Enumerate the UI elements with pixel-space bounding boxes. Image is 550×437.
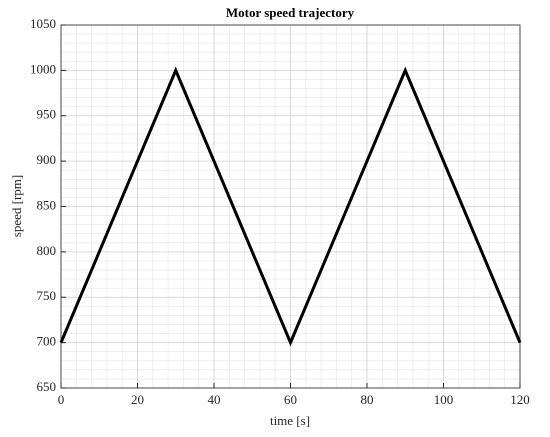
- x-tick-label: 60: [284, 392, 297, 407]
- x-tick-label: 20: [131, 392, 144, 407]
- y-tick-label: 650: [37, 379, 57, 394]
- y-tick-label: 750: [37, 288, 57, 303]
- y-tick-label: 850: [37, 197, 57, 212]
- x-tick-label: 120: [510, 392, 530, 407]
- line: [59, 66, 522, 347]
- plot-frame: [60, 24, 521, 389]
- x-axis-label: time [s]: [270, 413, 310, 428]
- y-tick-label: 950: [37, 107, 57, 122]
- y-tick-label: 1050: [30, 16, 56, 31]
- x-tick-label: 0: [58, 392, 65, 407]
- y-axis-label: speed [rpm]: [9, 175, 24, 237]
- x-tick-label: 80: [361, 392, 374, 407]
- chart-title: Motor speed trajectory: [226, 5, 355, 20]
- y-tick-label: 1000: [30, 61, 56, 76]
- x-tick-label: 40: [208, 392, 221, 407]
- y-tick-label: 900: [37, 152, 57, 167]
- y-tick-label: 800: [37, 243, 57, 258]
- x-tick-label: 100: [434, 392, 454, 407]
- y-tick-label: 700: [37, 334, 57, 349]
